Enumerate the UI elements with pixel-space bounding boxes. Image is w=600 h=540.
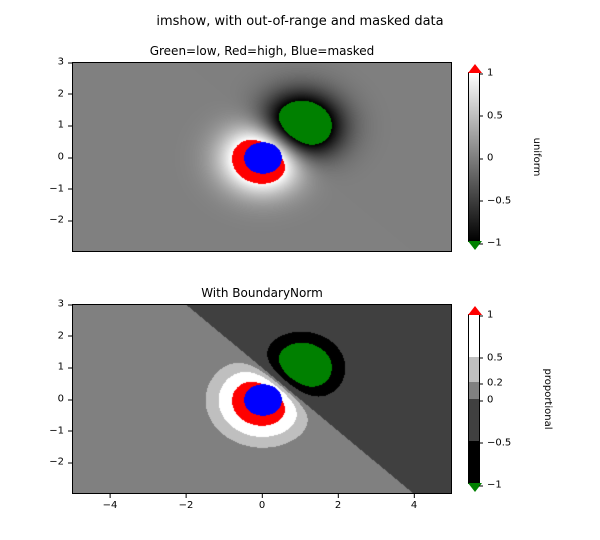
colorbar-tick: 0.2	[479, 378, 503, 389]
x-tick: −2	[179, 494, 194, 511]
subplot-bottom-title: With BoundaryNorm	[72, 286, 452, 300]
heatmap-bottom	[73, 305, 452, 494]
x-tick: 2	[335, 494, 341, 511]
y-tick: 3	[58, 57, 72, 68]
colorbar-tick: 0.5	[479, 352, 503, 363]
colorbar-tick: 1	[479, 68, 493, 79]
axes-bottom	[72, 304, 452, 494]
colorbar-tick: 0.5	[479, 110, 503, 121]
x-tick: 0	[259, 494, 265, 511]
colorbar-bottom-label: proportional	[542, 369, 553, 430]
figure: imshow, with out-of-range and masked dat…	[0, 0, 600, 540]
colorbar-tick: −0.5	[479, 195, 511, 206]
colorbar-tick: 1	[479, 310, 493, 321]
y-tick: 2	[58, 88, 72, 99]
y-tick: 0	[58, 152, 72, 163]
x-tick: −4	[103, 494, 118, 511]
figure-suptitle: imshow, with out-of-range and masked dat…	[0, 14, 600, 29]
y-tick: −1	[49, 425, 72, 436]
y-tick: 3	[58, 299, 72, 310]
colorbar-tick: −1	[479, 238, 502, 249]
colorbar-top: uniform −1−0.500.51	[468, 72, 480, 242]
y-tick: −2	[49, 457, 72, 468]
colorbar-bottom: proportional −1−0.500.20.51	[468, 314, 480, 484]
subplot-top-title: Green=low, Red=high, Blue=masked	[72, 44, 452, 58]
y-tick: 1	[58, 120, 72, 131]
y-tick: 0	[58, 394, 72, 405]
colorbar-top-label: uniform	[531, 138, 542, 177]
colorbar-tick: 0	[479, 395, 493, 406]
y-tick: −1	[49, 183, 72, 194]
x-tick: 4	[411, 494, 417, 511]
heatmap-top	[73, 63, 452, 252]
subplot-top: Green=low, Red=high, Blue=masked −2−1012…	[72, 62, 452, 252]
colorbar-tick: 0	[479, 153, 493, 164]
y-tick: −2	[49, 215, 72, 226]
colorbar-tick: −1	[479, 480, 502, 491]
subplot-bottom: With BoundaryNorm −2−10123−4−2024	[72, 304, 452, 494]
y-tick: 2	[58, 330, 72, 341]
y-tick: 1	[58, 362, 72, 373]
axes-top	[72, 62, 452, 252]
colorbar-tick: −0.5	[479, 437, 511, 448]
